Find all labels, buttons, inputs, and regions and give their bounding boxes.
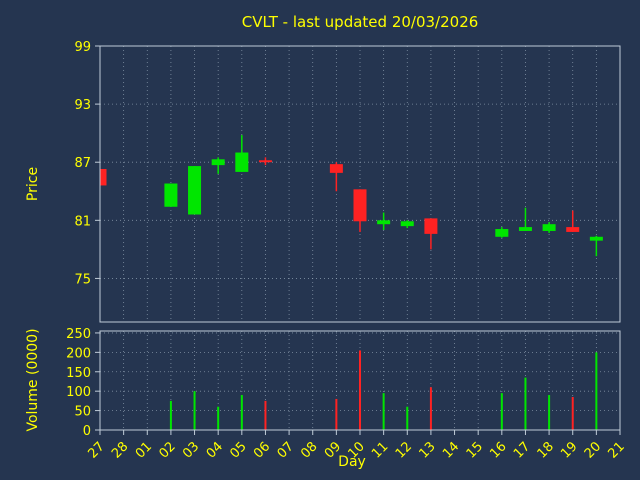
svg-text:12: 12 <box>393 439 415 461</box>
svg-text:08: 08 <box>298 439 320 461</box>
svg-text:16: 16 <box>487 439 509 461</box>
svg-text:100: 100 <box>66 385 91 400</box>
svg-text:0: 0 <box>83 424 91 439</box>
svg-text:150: 150 <box>66 366 91 381</box>
svg-text:02: 02 <box>156 439 178 461</box>
svg-text:15: 15 <box>464 439 486 461</box>
chart-title: CVLT - last updated 20/03/2026 <box>241 13 479 31</box>
svg-text:17: 17 <box>511 439 533 461</box>
svg-text:81: 81 <box>74 214 91 229</box>
price-axis-label: Price <box>25 166 41 202</box>
svg-text:19: 19 <box>558 439 580 461</box>
svg-text:21: 21 <box>606 439 628 461</box>
svg-text:20: 20 <box>582 439 604 461</box>
svg-text:200: 200 <box>66 346 91 361</box>
svg-text:05: 05 <box>227 439 249 461</box>
svg-text:27: 27 <box>86 439 108 461</box>
svg-text:75: 75 <box>74 272 91 287</box>
svg-text:93: 93 <box>74 98 91 113</box>
x-axis-label: Day <box>338 454 366 470</box>
svg-text:87: 87 <box>74 156 91 171</box>
svg-text:13: 13 <box>416 439 438 461</box>
svg-text:01: 01 <box>133 439 155 461</box>
svg-text:07: 07 <box>275 439 297 461</box>
svg-text:14: 14 <box>440 439 462 461</box>
svg-text:99: 99 <box>74 40 91 55</box>
svg-text:11: 11 <box>369 439 391 461</box>
svg-text:50: 50 <box>74 405 91 420</box>
svg-text:250: 250 <box>66 327 91 342</box>
svg-text:03: 03 <box>180 439 202 461</box>
svg-text:06: 06 <box>251 439 273 461</box>
svg-text:04: 04 <box>204 439 226 461</box>
svg-text:18: 18 <box>535 439 557 461</box>
volume-axis-label: Volume (0000) <box>25 328 41 432</box>
svg-text:28: 28 <box>109 439 131 461</box>
